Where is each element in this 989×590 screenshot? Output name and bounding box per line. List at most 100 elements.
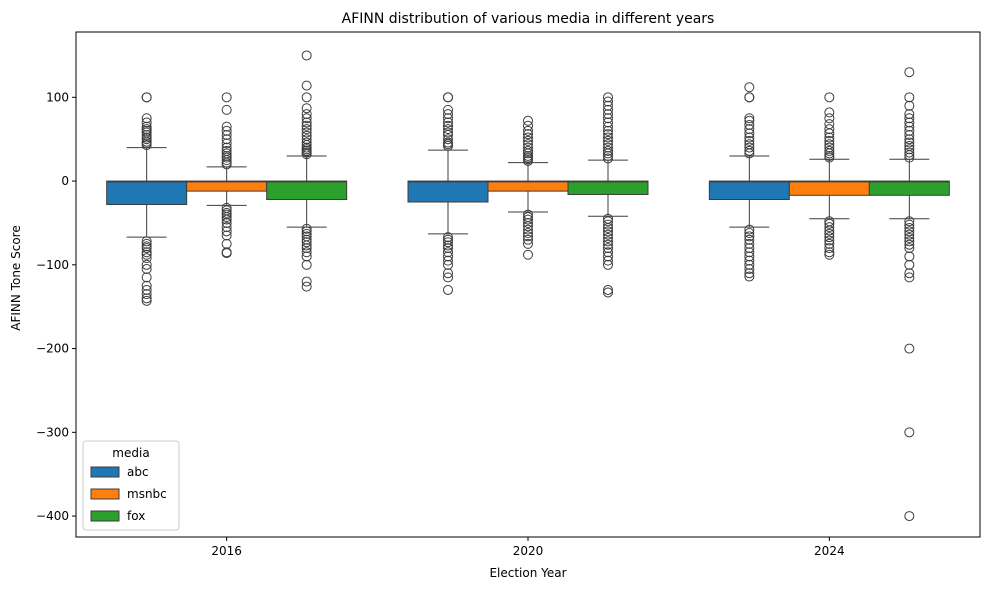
- outlier-point: [443, 272, 453, 283]
- outlier-point: [904, 222, 915, 233]
- outlier-point: [523, 125, 533, 136]
- outlier-point: [221, 214, 232, 225]
- outlier-point: [301, 92, 312, 103]
- outlier-point: [603, 226, 613, 237]
- outlier-point: [221, 248, 232, 259]
- outlier-point: [523, 150, 533, 161]
- outlier-point: [824, 249, 835, 260]
- outlier-point: [904, 229, 915, 240]
- outlier-point: [744, 238, 755, 249]
- outlier-point: [301, 228, 312, 239]
- outlier-point: [603, 287, 613, 298]
- outlier-point: [443, 251, 453, 262]
- outlier-point: [824, 232, 835, 243]
- outlier-point: [603, 216, 613, 227]
- outlier-point: [221, 217, 232, 228]
- outlier-point: [141, 253, 152, 264]
- outlier-point: [603, 284, 613, 295]
- outlier-point: [443, 92, 453, 103]
- outlier-point: [523, 135, 533, 146]
- outlier-point: [443, 109, 453, 120]
- outlier-point: [221, 212, 232, 223]
- outlier-point: [824, 238, 835, 249]
- outlier-point: [904, 243, 915, 254]
- outlier-point: [221, 138, 232, 149]
- outlier-point: [603, 219, 613, 230]
- outlier-point: [301, 259, 312, 270]
- outlier-point: [443, 268, 453, 279]
- outlier-point: [141, 259, 152, 270]
- outlier-point: [904, 511, 915, 522]
- outlier-point: [603, 229, 613, 240]
- outlier-point: [603, 132, 613, 143]
- outlier-point: [141, 132, 152, 143]
- outlier-point: [744, 247, 755, 258]
- outlier-point: [443, 284, 453, 295]
- outlier-point: [443, 247, 453, 258]
- outlier-point: [301, 103, 312, 114]
- outlier-point: [523, 227, 533, 238]
- outlier-point: [443, 124, 453, 135]
- outlier-point: [824, 218, 835, 229]
- outlier-point: [301, 247, 312, 258]
- y-tick-label: −400: [36, 509, 69, 523]
- outlier-point: [603, 96, 613, 107]
- outlier-point: [744, 271, 755, 282]
- outlier-point: [824, 142, 835, 153]
- outlier-point: [904, 216, 915, 227]
- outlier-point: [603, 129, 613, 140]
- outlier-point: [744, 227, 755, 238]
- outlier-point: [221, 134, 232, 145]
- outlier-point: [141, 293, 152, 304]
- legend-label-abc: abc: [127, 465, 149, 479]
- outlier-point: [141, 295, 152, 306]
- outlier-point: [744, 115, 755, 126]
- outlier-point: [221, 142, 232, 153]
- outlier-point: [443, 117, 453, 128]
- outlier-point: [824, 135, 835, 146]
- y-tick-label: −100: [36, 258, 69, 272]
- box-fox-2024: [868, 67, 950, 522]
- outlier-point: [443, 255, 453, 266]
- outlier-point: [221, 121, 232, 132]
- outlier-point: [744, 113, 755, 124]
- outlier-point: [523, 224, 533, 235]
- outlier-point: [904, 109, 915, 120]
- outlier-point: [744, 124, 755, 135]
- outlier-point: [221, 230, 232, 241]
- outlier-point: [603, 247, 613, 258]
- y-tick-label: −200: [36, 342, 69, 356]
- outlier-point: [301, 127, 312, 138]
- outlier-point: [904, 113, 915, 124]
- outlier-point: [603, 236, 613, 247]
- outlier-point: [141, 264, 152, 275]
- outlier-point: [443, 113, 453, 124]
- outlier-point: [904, 427, 915, 438]
- box-iqr: [266, 180, 348, 200]
- y-tick-label: 0: [61, 174, 69, 188]
- outlier-point: [141, 284, 152, 295]
- outlier-point: [301, 276, 312, 287]
- legend-title: media: [112, 446, 149, 460]
- box-iqr: [788, 180, 870, 196]
- y-axis-title: AFINN Tone Score: [9, 225, 23, 330]
- plot-frame: [75, 31, 981, 538]
- outlier-point: [904, 121, 915, 132]
- outlier-point: [141, 247, 152, 258]
- outlier-point: [221, 125, 232, 136]
- outlier-point: [824, 107, 835, 118]
- outlier-point: [904, 152, 915, 163]
- outlier-point: [744, 224, 755, 235]
- outlier-point: [824, 119, 835, 130]
- outlier-point: [744, 259, 755, 270]
- outlier-point: [301, 243, 312, 254]
- outlier-point: [904, 117, 915, 128]
- outlier-point: [301, 240, 312, 251]
- axes: 2016 2020 2024 100 0 −100 −200 −300 −400: [36, 31, 981, 558]
- outlier-point: [141, 249, 152, 260]
- outlier-point: [443, 240, 453, 251]
- outlier-point: [824, 150, 835, 161]
- outlier-point: [904, 67, 915, 78]
- outlier-point: [523, 139, 533, 150]
- outlier-point: [301, 124, 312, 135]
